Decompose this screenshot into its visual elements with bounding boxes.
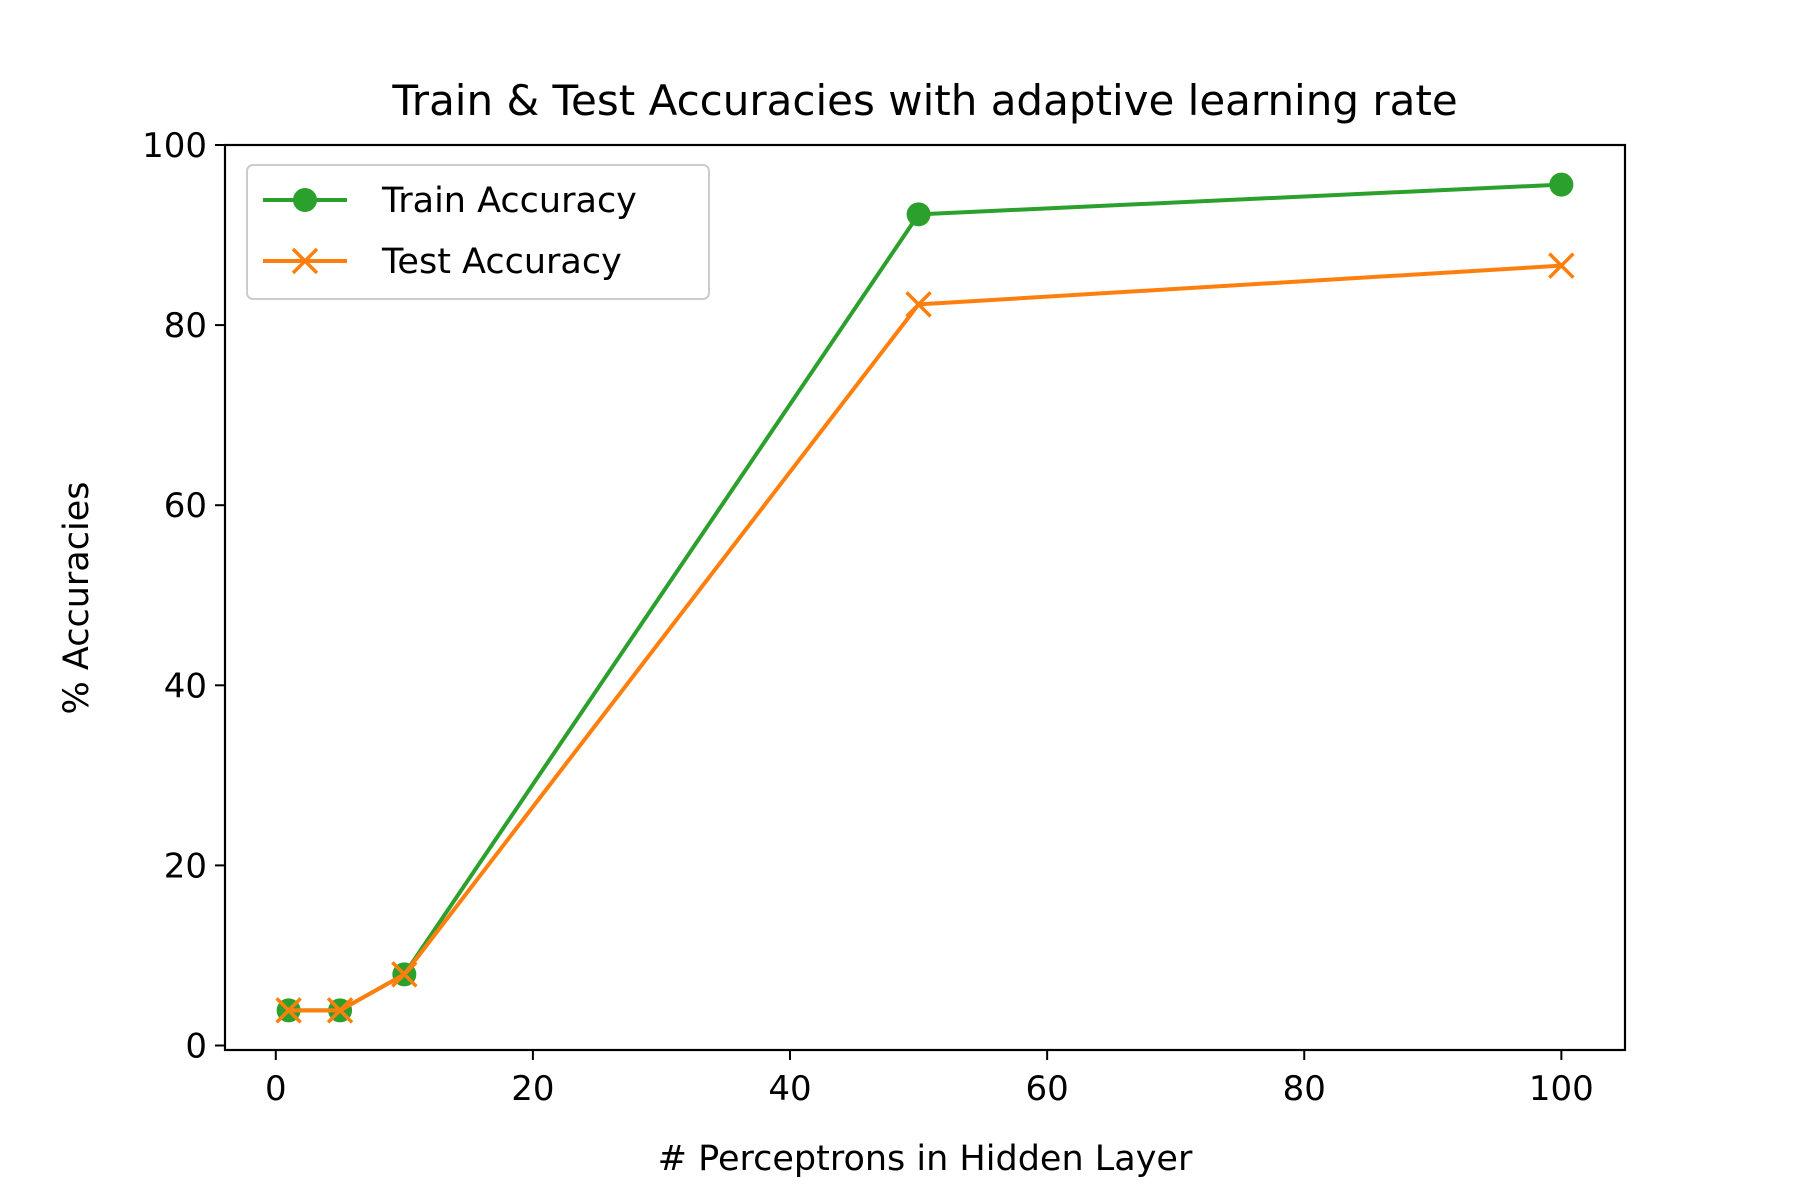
y-axis-ticks: 0 20 40 60 80 100 [142, 126, 225, 1066]
x-axis-label: # Perceptrons in Hidden Layer [658, 1139, 1193, 1179]
chart-title: Train & Test Accuracies with adaptive le… [391, 76, 1457, 125]
data-point-test-accuracy [391, 961, 418, 988]
y-tick-label: 100 [142, 126, 207, 166]
data-point-train-accuracy [906, 202, 931, 227]
data-point-test-accuracy [275, 997, 302, 1024]
plot-frame [223, 143, 1627, 1052]
legend-entry-train-accuracy: Train Accuracy [263, 181, 637, 221]
legend-box [246, 164, 710, 300]
y-tick-label: 60 [164, 486, 207, 526]
x-axis-ticks: 0 20 40 60 80 100 [265, 1050, 1594, 1109]
data-point-test-accuracy [326, 997, 354, 1024]
data-point-train-accuracy [1549, 172, 1574, 197]
x-tick-label: 100 [1529, 1069, 1594, 1109]
legend-train-label: Train Accuracy [381, 181, 637, 221]
data-point-test-accuracy [905, 291, 932, 318]
x-tick-label: 40 [768, 1069, 811, 1109]
x-tick-label: 60 [1025, 1069, 1068, 1109]
x-tick-label: 20 [511, 1069, 554, 1109]
legend-test-label: Test Accuracy [381, 242, 622, 282]
x-tick-label: 80 [1283, 1069, 1326, 1109]
legend-test-marker [291, 247, 319, 275]
data-point-test-accuracy [1548, 252, 1575, 279]
y-tick-label: 20 [164, 846, 207, 886]
y-axis-label: % Accuracies [57, 482, 97, 715]
series-test-accuracy [275, 252, 1575, 1024]
y-tick-label: 80 [164, 306, 207, 346]
y-tick-label: 0 [185, 1026, 207, 1066]
x-tick-label: 0 [265, 1069, 287, 1109]
y-tick-label: 40 [164, 666, 207, 706]
legend-entry-test-accuracy: Test Accuracy [263, 242, 622, 282]
legend: Train Accuracy Test Accuracy [246, 164, 710, 300]
series-layer [275, 172, 1575, 1024]
legend-train-marker [293, 188, 317, 212]
